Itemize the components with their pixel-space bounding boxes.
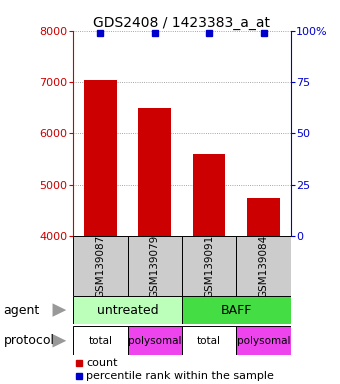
Text: total: total xyxy=(88,336,112,346)
Polygon shape xyxy=(52,303,66,317)
Bar xyxy=(193,154,225,236)
Text: untreated: untreated xyxy=(97,304,158,316)
Bar xyxy=(128,236,182,296)
Text: GSM139087: GSM139087 xyxy=(95,234,105,298)
Text: count: count xyxy=(86,358,118,368)
Text: GSM139084: GSM139084 xyxy=(258,234,269,298)
Bar xyxy=(84,79,117,236)
Bar xyxy=(128,326,182,355)
Bar xyxy=(182,296,291,324)
Bar xyxy=(182,236,236,296)
Bar xyxy=(236,326,291,355)
Text: protocol: protocol xyxy=(3,334,54,347)
Polygon shape xyxy=(52,334,66,348)
Bar xyxy=(73,236,128,296)
Bar xyxy=(138,108,171,236)
Text: GSM139079: GSM139079 xyxy=(150,234,160,298)
Text: percentile rank within the sample: percentile rank within the sample xyxy=(86,371,274,381)
Text: BAFF: BAFF xyxy=(221,304,252,316)
Text: polysomal: polysomal xyxy=(128,336,182,346)
Bar xyxy=(73,326,128,355)
Bar xyxy=(73,296,182,324)
Bar xyxy=(182,326,236,355)
Text: agent: agent xyxy=(3,304,40,316)
Text: total: total xyxy=(197,336,221,346)
Bar xyxy=(236,236,291,296)
Bar xyxy=(247,198,280,236)
Text: polysomal: polysomal xyxy=(237,336,290,346)
Text: GSM139091: GSM139091 xyxy=(204,234,214,298)
Title: GDS2408 / 1423383_a_at: GDS2408 / 1423383_a_at xyxy=(94,16,270,30)
